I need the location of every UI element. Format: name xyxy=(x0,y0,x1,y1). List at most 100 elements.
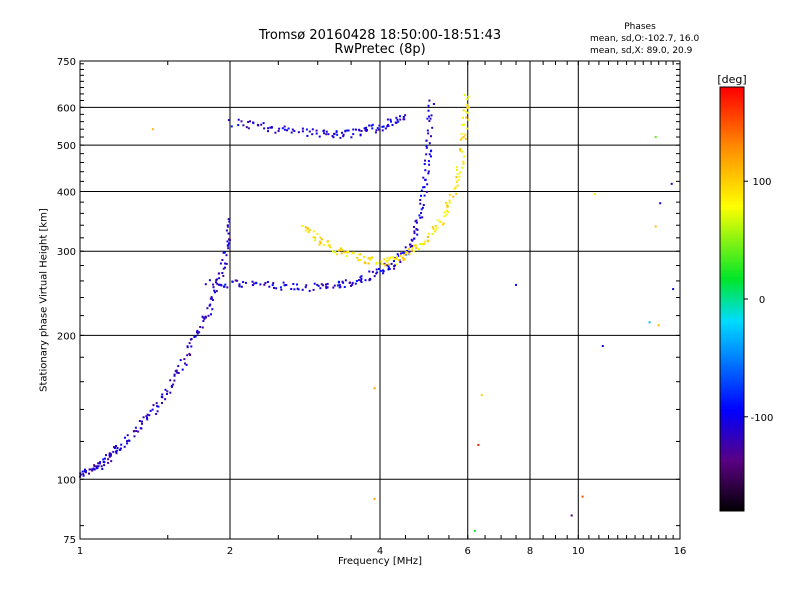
colorbar-band xyxy=(720,103,744,105)
trace-point xyxy=(393,260,395,263)
colorbar-band xyxy=(720,479,744,481)
isolated-point xyxy=(477,443,480,446)
trace-point xyxy=(201,326,204,329)
trace-point xyxy=(251,284,254,286)
colorbar-band xyxy=(720,299,744,301)
colorbar-band xyxy=(720,159,744,161)
colorbar-band xyxy=(720,107,744,109)
colorbar-band xyxy=(720,345,744,347)
trace-point xyxy=(190,338,193,340)
trace-point xyxy=(395,263,398,266)
trace-point xyxy=(420,212,423,214)
trace-point xyxy=(238,283,241,286)
trace-point xyxy=(425,153,428,156)
colorbar-band xyxy=(720,141,744,143)
trace-point xyxy=(345,255,348,257)
trace-point xyxy=(396,118,399,121)
trace-point xyxy=(177,372,180,374)
trace-point xyxy=(427,240,430,243)
plot-frame xyxy=(79,60,681,540)
colorbar-band xyxy=(720,481,744,483)
trace-point xyxy=(223,251,226,254)
trace-point xyxy=(212,286,215,289)
isolated-point xyxy=(657,324,660,327)
trace-point xyxy=(176,371,179,374)
trace-point xyxy=(461,150,463,153)
trace-point xyxy=(391,124,394,126)
colorbar-band xyxy=(720,131,744,133)
isolated-point xyxy=(151,128,154,131)
trace-point xyxy=(413,244,416,247)
trace-point xyxy=(462,162,465,165)
trace-point xyxy=(107,461,110,464)
colorbar-band xyxy=(720,467,744,469)
trace-point xyxy=(152,404,155,407)
colorbar-band xyxy=(720,235,744,237)
trace-point xyxy=(145,415,148,418)
trace-point xyxy=(419,243,422,245)
trace-point xyxy=(387,265,390,268)
trace-point xyxy=(427,109,430,112)
trace-point xyxy=(141,422,143,425)
trace-point xyxy=(439,220,442,223)
colorbar-tick-label: 100 xyxy=(752,177,771,188)
y-tick-label: 600 xyxy=(57,103,76,114)
colorbar-band xyxy=(720,287,744,289)
trace-point xyxy=(214,291,216,294)
trace-point xyxy=(224,266,226,269)
trace-point xyxy=(252,122,255,125)
trace-point xyxy=(345,251,348,254)
trace-point xyxy=(146,416,148,419)
trace-point xyxy=(383,258,386,261)
trace-point xyxy=(413,226,415,228)
trace-point xyxy=(342,135,345,138)
trace-point xyxy=(400,252,402,255)
colorbar-band xyxy=(720,443,744,445)
trace-point xyxy=(409,243,412,246)
trace-point xyxy=(338,249,340,252)
trace-point xyxy=(237,118,240,121)
trace-point xyxy=(408,250,411,253)
colorbar-band xyxy=(720,505,744,507)
trace-point xyxy=(422,176,425,179)
trace-point xyxy=(222,285,225,288)
trace-point xyxy=(339,249,342,252)
trace-point xyxy=(326,282,329,285)
trace-point xyxy=(375,272,378,275)
trace-point xyxy=(376,127,379,130)
trace-point xyxy=(421,243,424,246)
trace-point xyxy=(203,317,206,320)
trace-point xyxy=(264,282,267,284)
trace-point xyxy=(387,125,390,127)
colorbar-band xyxy=(720,297,744,299)
trace-point xyxy=(390,120,392,123)
trace-point xyxy=(394,121,397,124)
trace-point xyxy=(105,454,107,457)
trace-point xyxy=(344,129,347,132)
x-tick-label: 2 xyxy=(227,546,233,557)
trace-point xyxy=(210,297,213,300)
trace-point xyxy=(157,405,160,408)
colorbar-band xyxy=(720,137,744,139)
trace-point xyxy=(227,232,230,235)
trace-point xyxy=(161,393,164,396)
trace-point xyxy=(263,127,266,130)
colorbar-band xyxy=(720,201,744,203)
trace-point xyxy=(273,286,275,289)
trace-point xyxy=(301,127,304,130)
trace-point xyxy=(169,379,172,382)
colorbar-band xyxy=(720,475,744,477)
trace-point xyxy=(221,272,224,274)
colorbar-band xyxy=(720,285,744,287)
grid-lines xyxy=(79,60,681,540)
trace-point xyxy=(247,127,250,130)
trace-point xyxy=(173,379,176,382)
trace-point xyxy=(263,283,266,286)
colorbar-band xyxy=(720,123,744,125)
colorbar-band xyxy=(720,483,744,485)
colorbar-band xyxy=(720,491,744,493)
trace-point xyxy=(359,276,362,279)
trace-point xyxy=(161,402,163,404)
trace-point xyxy=(347,250,350,253)
